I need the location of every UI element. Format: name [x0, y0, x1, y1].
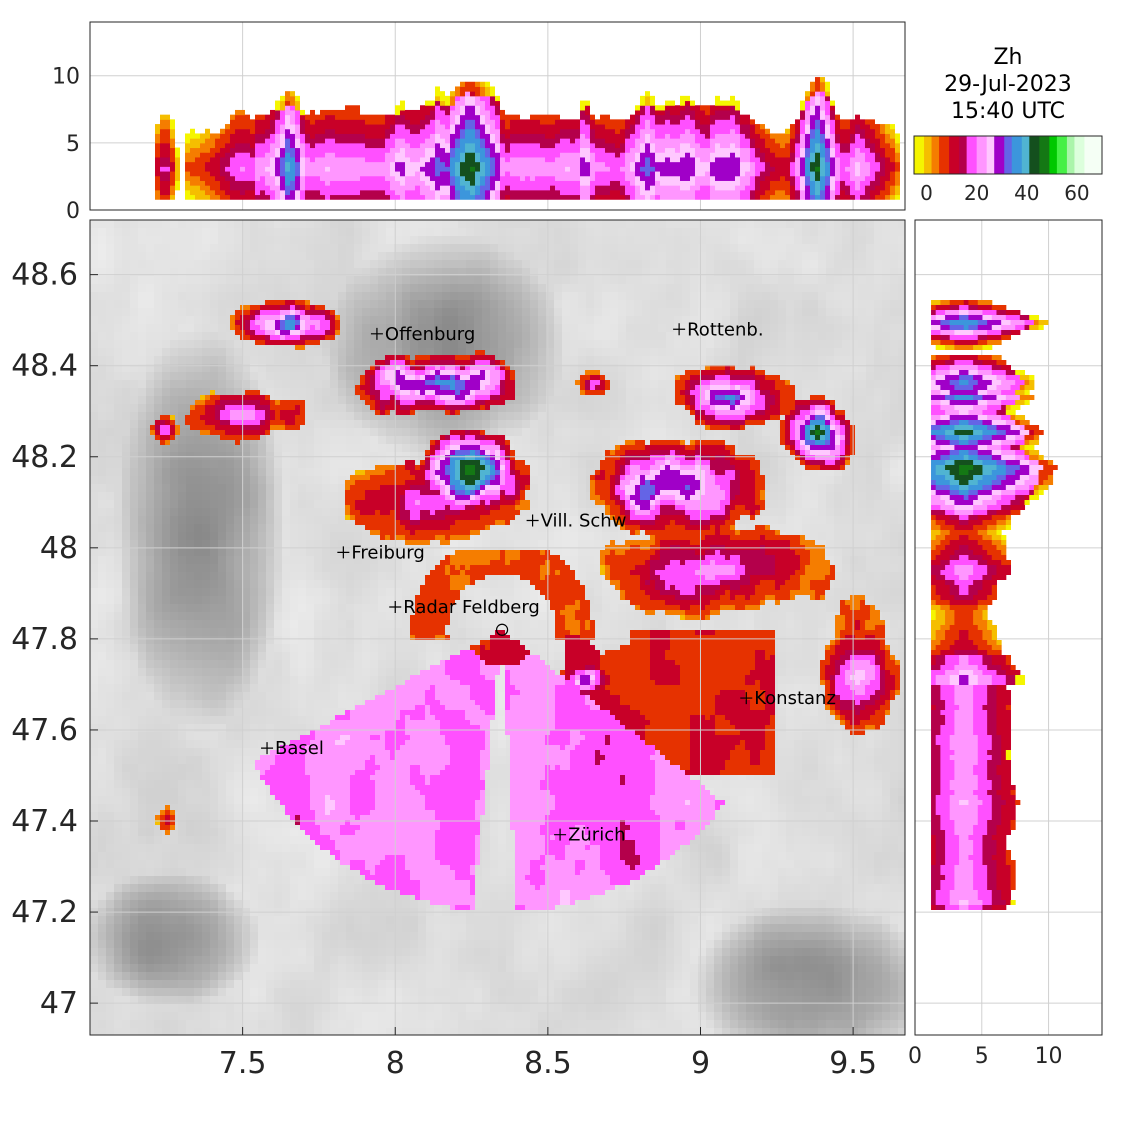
- colorbar-swatch-3: [939, 136, 950, 174]
- city-marker-0: [370, 327, 383, 340]
- city-marker-7: [554, 828, 567, 841]
- colorbar-swatch-18: [1074, 136, 1085, 174]
- right-panel-frame: [914, 219, 1103, 1036]
- map-panel: Offenburg Rottenb. Vill. Schw Freiburg Radar…: [11, 219, 906, 1081]
- colorbar-tick-label-0: 0: [920, 181, 933, 205]
- city-label-7: Zürich: [568, 825, 625, 846]
- colorbar-swatch-14: [1039, 136, 1050, 174]
- map-y-tick-label-4: 47.8: [11, 622, 78, 657]
- top-panel-reflectivity: [155, 77, 900, 200]
- map-x-tick-label-1: 8: [386, 1046, 405, 1081]
- colorbar-tick-label-3: 60: [1064, 181, 1089, 205]
- legend-title-variable: Zh: [993, 45, 1022, 70]
- colorbar-swatch-17: [1066, 136, 1075, 174]
- top-y-tick-label-0: 0: [66, 199, 80, 224]
- colorbar-swatch-16: [1056, 136, 1068, 174]
- map-y-ticks: 47 47.2 47.4 47.6 47.8 48 48.2 48.4 48.6: [11, 258, 98, 1021]
- right-panel-x-ticks: 0 5 10: [908, 1044, 1063, 1069]
- map-x-ticks: 7.5 8 8.5 9 9.5: [219, 1027, 877, 1081]
- city-marker-6: [261, 742, 274, 755]
- colorbar-swatch-19: [1084, 136, 1103, 174]
- colorbar-swatch-2: [931, 136, 940, 174]
- legend-title-date: 29-Jul-2023: [944, 72, 1072, 97]
- colorbar: [914, 136, 1103, 174]
- colorbar-swatch-4: [949, 136, 960, 174]
- map-y-tick-label-6: 48.2: [11, 440, 78, 475]
- colorbar-swatch-11: [1011, 136, 1023, 174]
- top-panel-frame: [89, 21, 906, 211]
- city-marker-1: [673, 323, 686, 336]
- right-x-tick-label-2: 10: [1035, 1044, 1063, 1069]
- right-x-tick-label-1: 5: [975, 1044, 989, 1069]
- map-frame: [89, 219, 906, 1036]
- city-label-5: Konstanz: [754, 688, 836, 709]
- map-x-tick-label-3: 9: [691, 1046, 710, 1081]
- colorbar-swatch-12: [1021, 136, 1030, 174]
- city-label-0: Offenburg: [385, 324, 475, 345]
- city-marker-4: [389, 601, 402, 614]
- colorbar-swatch-9: [994, 136, 1005, 174]
- legend-title-time: 15:40 UTC: [951, 99, 1065, 124]
- map-x-tick-label-2: 8.5: [524, 1046, 572, 1081]
- colorbar-swatch-10: [1004, 136, 1013, 174]
- map-x-tick-label-4: 9.5: [829, 1046, 877, 1081]
- colorbar-swatch-0: [914, 136, 925, 174]
- city-label-2: Vill. Schw: [541, 511, 627, 532]
- city-label-6: Basel: [275, 738, 324, 759]
- map-y-tick-label-2: 47.4: [11, 804, 78, 839]
- colorbar-tick-label-1: 20: [964, 181, 989, 205]
- terrain-shading: [90, 220, 905, 1035]
- map-y-tick-label-8: 48.6: [11, 258, 78, 293]
- map-grid: [90, 220, 905, 1035]
- radar-site-marker: [495, 623, 509, 636]
- city-markers: Offenburg Rottenb. Vill. Schw Freiburg Radar…: [261, 319, 836, 846]
- colorbar-swatch-13: [1029, 136, 1040, 174]
- right-panel: 0 5 10: [908, 219, 1103, 1069]
- right-panel-reflectivity: [931, 300, 1058, 910]
- colorbar-swatch-1: [924, 136, 933, 174]
- colorbar-swatch-6: [966, 136, 978, 174]
- top-panel-y-ticks: 0 5 10: [52, 65, 80, 224]
- map-y-tick-label-1: 47.2: [11, 895, 78, 930]
- colorbar-swatch-7: [976, 136, 988, 174]
- top-panel: 0 5 10: [52, 21, 906, 224]
- map-y-tick-label-3: 47.6: [11, 713, 78, 748]
- right-x-tick-label-0: 0: [908, 1044, 922, 1069]
- colorbar-tick-label-2: 40: [1014, 181, 1039, 205]
- city-label-1: Rottenb.: [687, 319, 763, 340]
- map-y-tick-label-7: 48.4: [11, 349, 78, 384]
- city-marker-5: [740, 692, 753, 705]
- map-y-tick-label-5: 48: [40, 531, 78, 566]
- colorbar-swatch-5: [959, 136, 968, 174]
- colorbar-frame: [913, 135, 1103, 175]
- top-y-tick-label-1: 5: [66, 132, 80, 157]
- colorbar-swatch-15: [1049, 136, 1058, 174]
- city-label-3: Freiburg: [351, 542, 424, 563]
- colorbar-ticks: 0 20 40 60: [920, 181, 1089, 205]
- city-label-4: Radar Feldberg: [403, 597, 540, 618]
- city-marker-2: [526, 514, 539, 527]
- map-y-tick-label-0: 47: [40, 986, 78, 1021]
- top-y-tick-label-2: 10: [52, 65, 80, 90]
- legend: Zh 29-Jul-2023 15:40 UTC 0 20 40 60: [913, 45, 1103, 205]
- colorbar-swatch-8: [986, 136, 995, 174]
- map-x-tick-label-0: 7.5: [219, 1046, 267, 1081]
- city-marker-3: [337, 546, 350, 559]
